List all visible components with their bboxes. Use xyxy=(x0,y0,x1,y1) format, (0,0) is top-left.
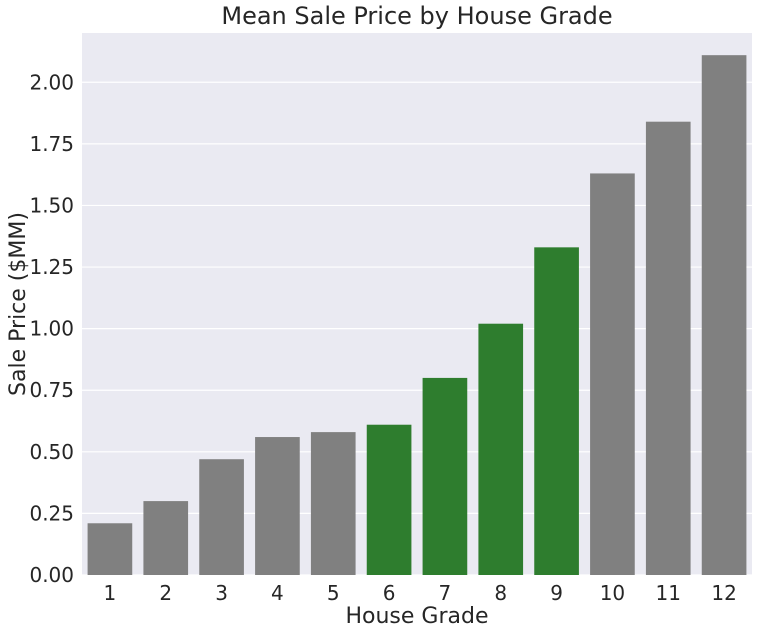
bar-grade-1 xyxy=(87,523,133,575)
x-axis-title: House Grade xyxy=(345,604,488,629)
plot-area xyxy=(82,33,752,575)
bar-grade-4 xyxy=(255,437,300,575)
bar-grade-2 xyxy=(143,501,189,575)
chart-title: Mean Sale Price by House Grade xyxy=(221,2,612,30)
x-tick-label: 12 xyxy=(711,581,736,605)
y-axis-ticks: 0.00 0.25 0.50 0.75 1.00 1.25 1.50 1.75 2.00 xyxy=(29,70,74,587)
bars xyxy=(87,55,747,575)
x-tick-label: 11 xyxy=(656,581,681,605)
x-tick-label: 2 xyxy=(159,581,172,605)
bar-grade-3 xyxy=(199,459,244,575)
y-tick-label: 0.75 xyxy=(29,378,74,402)
y-tick-label: 1.50 xyxy=(29,193,74,217)
bar-grade-9 xyxy=(534,247,579,575)
x-tick-label: 3 xyxy=(215,581,228,605)
y-tick-label: 0.00 xyxy=(29,563,74,587)
bar-grade-5 xyxy=(310,432,356,575)
bar-grade-8 xyxy=(478,323,524,575)
y-tick-label: 2.00 xyxy=(29,70,74,94)
y-tick-label: 1.00 xyxy=(29,317,74,341)
x-tick-label: 7 xyxy=(439,581,452,605)
x-tick-label: 8 xyxy=(494,581,507,605)
bar-grade-6 xyxy=(366,424,412,575)
x-tick-label: 6 xyxy=(383,581,396,605)
y-axis-title: Sale Price ($MM) xyxy=(6,212,31,396)
bar-grade-11 xyxy=(645,121,691,575)
x-tick-label: 10 xyxy=(600,581,625,605)
x-tick-label: 4 xyxy=(271,581,284,605)
y-tick-label: 0.50 xyxy=(29,440,74,464)
x-axis-ticks: 1 2 3 4 5 6 7 8 9 10 11 12 xyxy=(104,581,737,605)
bar-grade-10 xyxy=(590,173,635,575)
y-tick-label: 1.75 xyxy=(29,132,74,156)
y-tick-label: 0.25 xyxy=(29,501,74,525)
x-tick-label: 1 xyxy=(104,581,117,605)
x-tick-label: 5 xyxy=(327,581,340,605)
gridlines xyxy=(82,81,752,576)
x-tick-label: 9 xyxy=(550,581,563,605)
y-tick-label: 1.25 xyxy=(29,255,74,279)
bar-grade-7 xyxy=(422,377,468,575)
bar-grade-12 xyxy=(701,55,747,575)
